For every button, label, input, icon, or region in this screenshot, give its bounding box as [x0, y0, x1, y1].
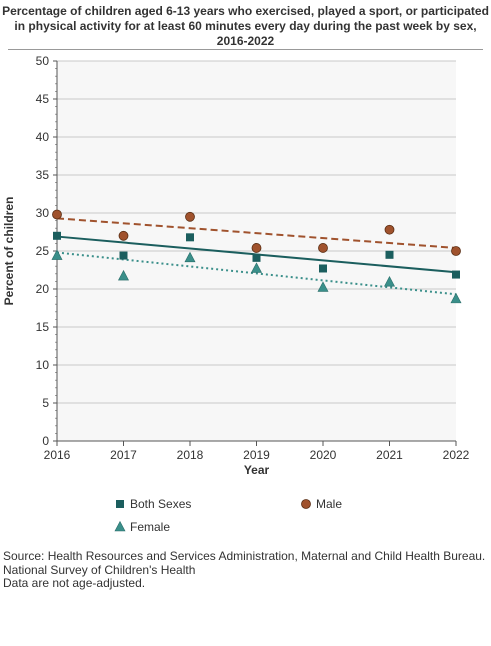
- y-tick-label: 5: [42, 396, 49, 410]
- data-point: [186, 233, 194, 242]
- title-divider: [8, 49, 483, 50]
- data-point: [385, 250, 394, 259]
- data-point: [252, 253, 261, 262]
- legend-marker: [116, 500, 124, 508]
- data-point: [251, 243, 262, 253]
- legend-marker: [114, 520, 126, 532]
- y-tick-label: 45: [36, 92, 50, 106]
- x-tick-label: 2017: [110, 448, 137, 462]
- data-point: [317, 281, 329, 292]
- data-point: [384, 276, 395, 287]
- data-point: [53, 231, 61, 240]
- data-point: [251, 262, 262, 273]
- data-point: [51, 249, 63, 260]
- data-point: [118, 269, 129, 281]
- x-tick-label: 2016: [44, 448, 71, 462]
- y-tick-label: 25: [36, 244, 50, 258]
- data-point: [184, 251, 196, 263]
- data-point: [384, 224, 395, 235]
- legend-label: Male: [316, 497, 342, 511]
- data-point: [318, 243, 328, 253]
- trend-line: [56, 217, 457, 249]
- data-point: [52, 209, 62, 220]
- y-tick-label: 35: [36, 168, 50, 182]
- source-note: Source: Health Resources and Services Ad…: [3, 549, 486, 591]
- y-tick-label: 30: [36, 206, 50, 220]
- data-point: [451, 246, 461, 256]
- legend-label: Female: [130, 520, 170, 534]
- x-tick-label: 2019: [243, 448, 270, 462]
- x-tick-label: 2021: [376, 448, 403, 462]
- y-axis-label: Percent of children: [2, 197, 16, 306]
- data-point: [185, 211, 195, 222]
- data-point: [452, 270, 460, 279]
- source-line: National Survey of Children's Health: [3, 562, 196, 577]
- y-tick-label: 15: [36, 320, 50, 334]
- chart-title: Percentage of children aged 6-13 years w…: [2, 4, 489, 48]
- x-tick-label: 2018: [177, 448, 204, 462]
- legend-label: Both Sexes: [130, 497, 191, 511]
- x-axis-label: Year: [244, 463, 270, 477]
- x-tick-label: 2022: [443, 448, 470, 462]
- y-tick-label: 0: [42, 434, 49, 448]
- legend-marker: [301, 499, 311, 509]
- source-line: Source: Health Resources and Services Ad…: [3, 549, 486, 563]
- data-point: [450, 292, 462, 304]
- y-tick-label: 20: [36, 282, 50, 296]
- y-tick-label: 50: [36, 54, 50, 68]
- chart: 0 5 10 15 20 25 30 35 40 45 50 2016 2017 2018 2019 2020…: [2, 54, 470, 534]
- data-point: [319, 264, 327, 273]
- y-tick-label: 10: [36, 358, 50, 372]
- y-tick-label: 40: [36, 130, 50, 144]
- data-point: [118, 230, 129, 241]
- data-point: [119, 251, 128, 260]
- x-tick-label: 2020: [310, 448, 337, 462]
- source-line: Data are not age-adjusted.: [3, 576, 146, 590]
